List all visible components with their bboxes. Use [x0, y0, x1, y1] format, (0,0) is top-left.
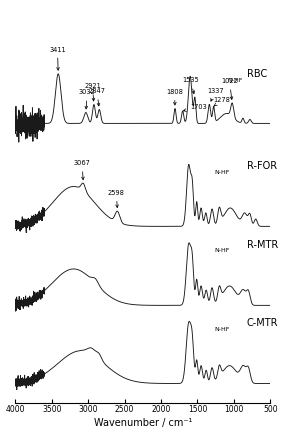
Text: 2847: 2847 [88, 88, 105, 106]
Text: N-HF: N-HF [227, 78, 242, 83]
Text: N-HF: N-HF [215, 327, 230, 332]
Text: N-HF: N-HF [215, 248, 230, 253]
Text: R-FOR: R-FOR [247, 161, 277, 171]
Text: 1022: 1022 [221, 78, 238, 99]
Text: 1703: 1703 [183, 104, 207, 112]
Text: 1278: 1278 [213, 97, 230, 106]
X-axis label: Wavenumber / cm⁻¹: Wavenumber / cm⁻¹ [94, 418, 192, 428]
Text: C-MTR: C-MTR [247, 318, 278, 328]
Text: 2598: 2598 [108, 190, 125, 207]
Text: 3032: 3032 [79, 89, 96, 109]
Text: 1337: 1337 [207, 88, 224, 101]
Text: 1535: 1535 [182, 78, 199, 94]
Text: RBC: RBC [247, 69, 267, 79]
Text: N-HF: N-HF [215, 170, 230, 174]
Text: 1808: 1808 [166, 89, 183, 105]
Text: R-MTR: R-MTR [247, 240, 278, 250]
Text: 3067: 3067 [74, 160, 91, 180]
Text: 2921: 2921 [84, 83, 101, 101]
Text: 3411: 3411 [49, 46, 66, 70]
